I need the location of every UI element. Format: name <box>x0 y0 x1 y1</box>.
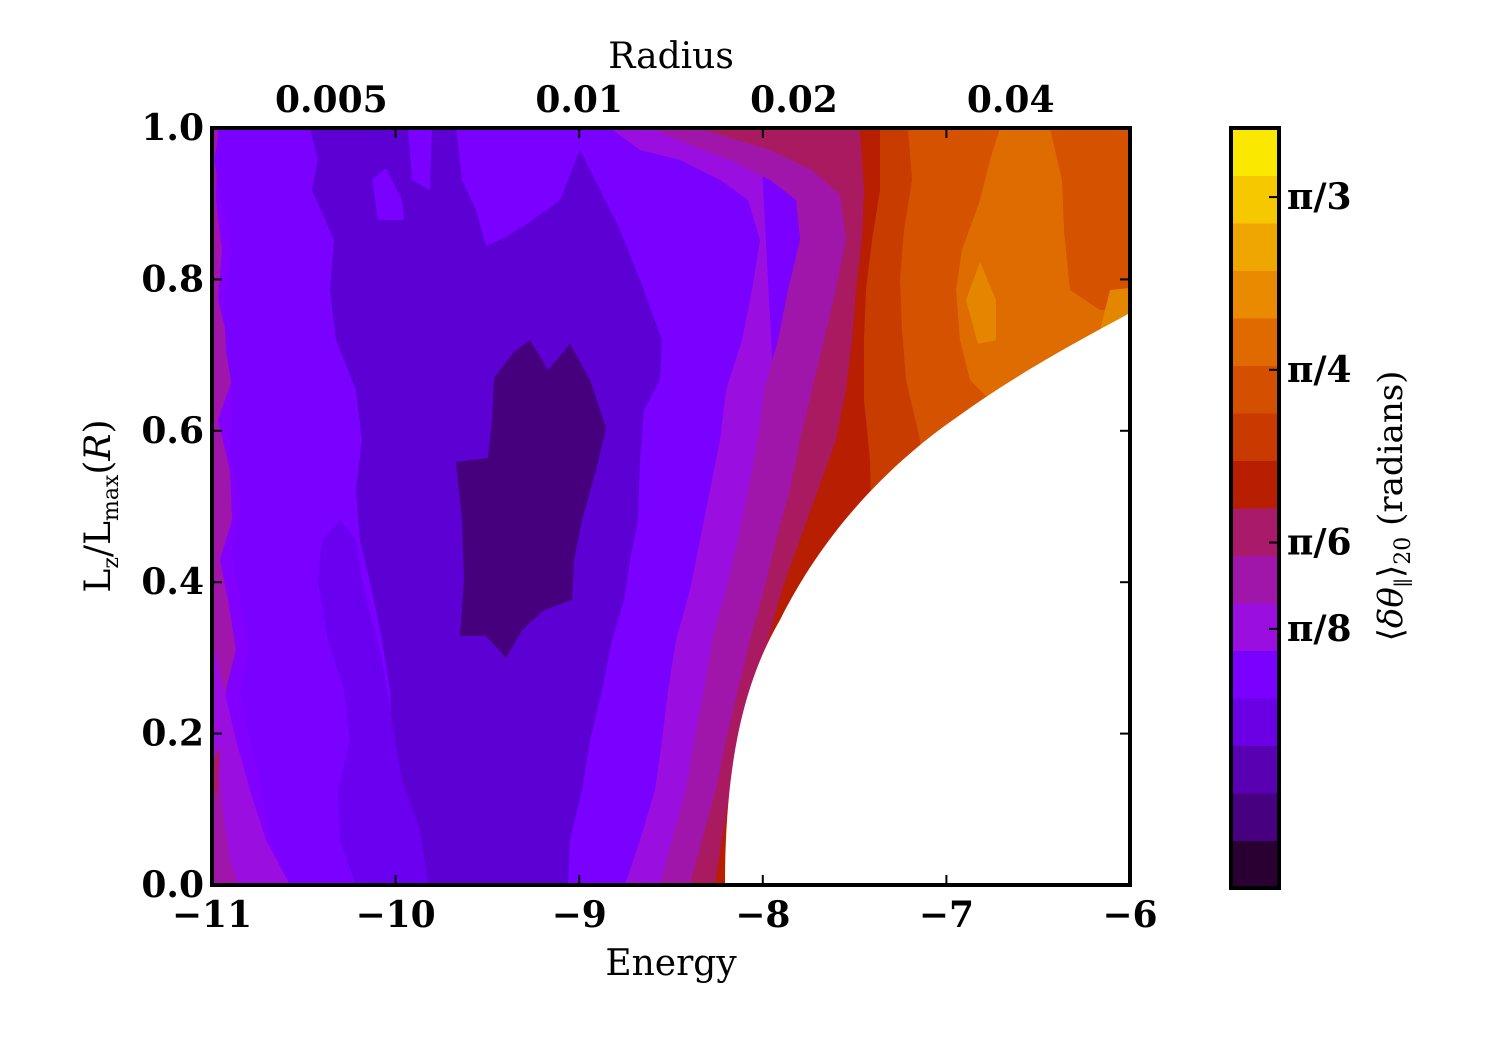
contour-level-3-island <box>265 128 310 180</box>
top-radius-axis: 0.005 0.01 0.02 0.04 <box>275 79 1055 121</box>
top-axis-label: Radius <box>608 36 734 77</box>
radius-tick-label: 0.02 <box>750 79 838 121</box>
x-axis: −11 −10 −9 −8 −7 −6 <box>172 128 1158 936</box>
contour-level-1 <box>456 340 606 658</box>
colorbar-tick-label: π/6 <box>1287 522 1352 564</box>
y-tick-label: 0.6 <box>141 410 204 452</box>
colorbar-level <box>1231 745 1279 794</box>
contour-level-4-mid <box>318 520 428 885</box>
colorbar-level <box>1231 508 1279 556</box>
radius-tick-label: 0.01 <box>535 79 623 121</box>
y-axis-label: Lz/Lmax(R) <box>78 419 124 592</box>
x-tick-label: −6 <box>1102 894 1157 936</box>
colorbar-level <box>1231 175 1279 224</box>
x-tick-label: −10 <box>355 894 435 936</box>
colorbar-tick-label: π/3 <box>1287 176 1352 218</box>
colorbar-level <box>1231 318 1279 366</box>
radius-tick-label: 0.005 <box>275 79 388 121</box>
x-tick-label: −9 <box>552 894 607 936</box>
colorbar-level <box>1231 840 1279 889</box>
y-tick-label: 1.0 <box>141 107 204 149</box>
colorbar-tick-label: π/8 <box>1287 608 1352 650</box>
colorbar-level <box>1231 555 1279 604</box>
plot-frame <box>210 126 1132 887</box>
colorbar-label: ⟨δθ∥⟩20 (radians) <box>1371 371 1416 642</box>
x-tick-label: −7 <box>919 894 974 936</box>
excluded-region <box>725 313 1130 885</box>
colorbar-tick-label: π/4 <box>1287 349 1352 391</box>
contour-level-6-left <box>212 640 290 885</box>
colorbar-level <box>1231 223 1279 271</box>
contour-level-3-island-4 <box>408 128 432 190</box>
colorbar <box>1231 128 1279 889</box>
colorbar-level <box>1231 603 1279 651</box>
contour-level-3-island-3 <box>412 128 580 246</box>
colorbar-level <box>1231 270 1279 319</box>
contour-level-3-island-2 <box>372 168 404 220</box>
y-tick-label: 0.0 <box>141 864 204 906</box>
colorbar-level <box>1231 413 1279 461</box>
y-tick-label: 0.4 <box>141 561 204 603</box>
colorbar-level <box>1231 460 1279 509</box>
colorbar-level <box>1231 650 1279 699</box>
contour-level-7-left <box>212 760 238 885</box>
x-axis-label: Energy <box>605 943 737 984</box>
y-tick-label: 0.8 <box>141 258 204 300</box>
contour-level-12b <box>966 262 996 344</box>
x-tick-label: −11 <box>172 894 252 936</box>
colorbar-level <box>1231 793 1279 841</box>
contour-fill <box>212 128 1130 885</box>
colorbar-ticks: π/3 π/4 π/6 π/8 <box>1269 176 1352 650</box>
colorbar-level <box>1231 128 1279 176</box>
y-axis: 0.0 0.2 0.4 0.6 0.8 1.0 <box>141 107 1130 906</box>
colorbar-level <box>1231 698 1279 746</box>
colorbar-level <box>1231 365 1279 414</box>
y-tick-label: 0.2 <box>141 713 204 755</box>
x-tick-label: −8 <box>735 894 790 936</box>
radius-tick-label: 0.04 <box>967 79 1055 121</box>
colorbar-frame <box>1229 126 1281 890</box>
